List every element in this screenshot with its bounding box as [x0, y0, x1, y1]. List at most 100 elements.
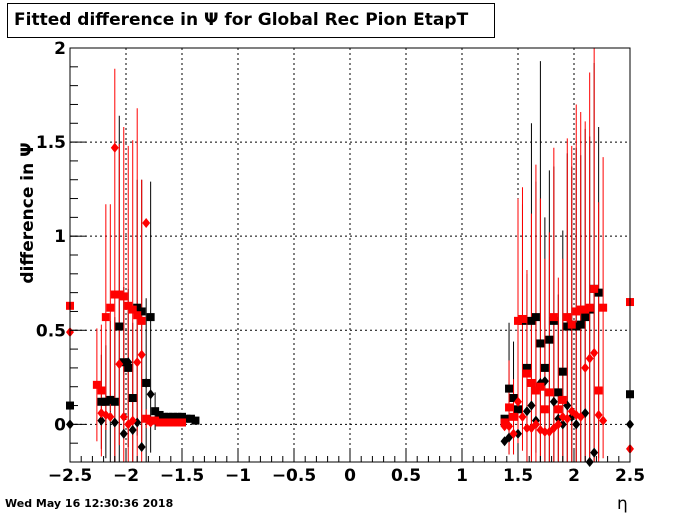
data-point-diamond: [594, 409, 603, 420]
x-tick-label: 2: [568, 466, 580, 486]
data-point-diamond: [558, 419, 567, 430]
data-point-square: [572, 307, 581, 316]
y-tick-label: 1.5: [36, 133, 66, 153]
data-point-square: [101, 397, 110, 406]
data-point-diamond: [599, 415, 608, 426]
x-tick-label: 1.5: [503, 466, 533, 486]
data-point-square: [590, 284, 599, 293]
data-point-diamond: [590, 447, 599, 458]
data-point-square: [514, 316, 522, 325]
data-point-diamond: [581, 362, 590, 373]
data-point-diamond: [119, 428, 128, 439]
data-point-square: [191, 416, 200, 425]
data-point-square: [106, 303, 115, 312]
data-point-square: [549, 313, 558, 322]
data-point-square: [509, 394, 518, 403]
timestamp: Wed May 16 12:30:36 2018: [5, 497, 174, 510]
data-point-diamond: [509, 428, 518, 439]
data-point-square: [527, 316, 536, 325]
data-point-square: [540, 405, 549, 414]
data-point-square: [160, 418, 169, 427]
data-point-square: [576, 305, 585, 314]
data-point-square: [92, 380, 101, 389]
data-point-square: [151, 416, 160, 425]
data-point-diamond: [554, 419, 563, 430]
data-point-square: [169, 418, 178, 427]
data-point-square: [137, 316, 146, 325]
data-point-square: [155, 418, 164, 427]
x-tick-label: 0.5: [391, 466, 421, 486]
y-tick-label: 0.5: [36, 321, 66, 341]
data-point-diamond: [531, 419, 540, 430]
data-point-diamond: [110, 417, 119, 428]
data-point-square: [133, 303, 142, 312]
data-point-square: [160, 412, 169, 421]
data-point-square: [119, 292, 128, 301]
data-point-square: [155, 410, 164, 419]
data-point-square: [509, 412, 518, 421]
data-point-square: [178, 412, 186, 421]
data-point-square: [128, 305, 137, 314]
data-point-diamond: [563, 413, 572, 424]
data-point-diamond: [97, 415, 106, 426]
y-tick-label: 0: [54, 415, 66, 435]
data-point-square: [173, 412, 182, 421]
data-point-diamond: [142, 377, 151, 388]
data-point-diamond: [514, 428, 522, 439]
data-point-square: [169, 412, 178, 421]
grid: [70, 48, 630, 462]
data-point-diamond: [128, 425, 137, 436]
data-point-diamond: [505, 421, 514, 432]
data-point-square: [164, 412, 173, 421]
data-point-square: [599, 303, 608, 312]
data-point-diamond: [522, 406, 531, 417]
data-point-diamond: [549, 396, 558, 407]
y-tick-label: 2: [54, 39, 66, 59]
data-point-diamond: [522, 423, 531, 434]
data-point-square: [115, 322, 124, 331]
data-point-square: [164, 418, 173, 427]
data-point-diamond: [124, 357, 133, 368]
data-point-square: [133, 311, 142, 320]
data-point-square: [101, 313, 110, 322]
data-point-square: [540, 363, 549, 372]
data-point-square: [558, 395, 567, 404]
data-point-square: [531, 313, 540, 322]
data-point-square: [115, 290, 124, 299]
data-point-square: [545, 335, 554, 344]
data-point-square: [505, 403, 514, 412]
data-point-square: [531, 386, 540, 395]
data-point-square: [522, 369, 531, 378]
data-point-square: [151, 407, 160, 416]
data-point-square: [142, 414, 151, 423]
data-point-diamond: [146, 417, 155, 428]
x-tick-label: −1: [225, 466, 251, 486]
data-point-diamond: [540, 426, 549, 437]
data-point-square: [97, 397, 106, 406]
data-point-square: [182, 414, 191, 423]
data-point-diamond: [137, 349, 146, 360]
data-point-square: [554, 388, 563, 397]
data-point-square: [97, 386, 106, 395]
data-point-square: [594, 288, 603, 297]
data-point-diamond: [142, 218, 151, 229]
data-point-square: [536, 382, 545, 391]
data-point-square: [545, 388, 554, 397]
data-point-diamond: [119, 411, 128, 422]
data-point-diamond: [514, 396, 522, 407]
data-point-square: [572, 322, 581, 331]
data-point-square: [110, 290, 119, 299]
x-tick-label: 2.5: [615, 466, 645, 486]
data-point-square: [554, 405, 563, 414]
y-axis-label: difference in Ψ: [18, 142, 38, 283]
data-point-diamond: [110, 142, 119, 153]
data-point-square: [594, 386, 603, 395]
data-point-diamond: [133, 357, 142, 368]
data-point-square: [581, 313, 590, 322]
data-point-square: [137, 307, 146, 316]
data-point-diamond: [518, 411, 527, 422]
data-point-square: [106, 395, 115, 404]
x-axis-label: η: [617, 494, 628, 514]
x-tick-label: 0: [344, 466, 356, 486]
